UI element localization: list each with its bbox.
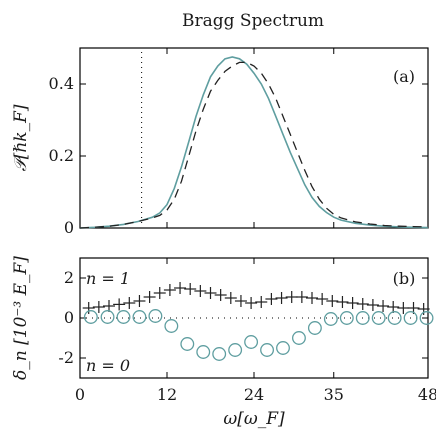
n1-plus-marker [92,301,105,313]
legend-n0-label: n = 0 [86,356,130,375]
panel-a-ytick-label: 0.4 [49,74,74,93]
panel-b-xtick-label: 24 [244,385,264,404]
n1-plus-marker [316,293,329,305]
n0-circle-marker [180,337,195,351]
n1-plus-marker [285,291,298,303]
n0-circle-marker [83,310,98,324]
n0-circle-marker [244,335,259,349]
n0-circle-marker [355,311,370,325]
panel-b-ylabel: δ_n [10⁻³ E_F] [11,256,31,380]
panel-b-ytick-label: 0 [64,308,74,327]
n0-circle-marker [132,310,147,324]
n1-plus-marker [143,291,156,303]
n1-plus-marker [234,295,247,307]
n0-circle-marker [148,309,163,323]
panel-b-xtick-label: 12 [157,385,177,404]
panel-b-ytick-label: 2 [64,268,74,287]
panel-b-xtick-label: 0 [75,385,85,404]
n1-plus-marker [153,287,166,299]
n0-circle-marker [276,341,290,355]
n0-circle-marker [100,310,115,324]
panel-b-xtick-label: 48 [418,385,436,404]
panel-b-xlabel: ω[ω_F] [223,409,285,429]
n1-plus-marker [265,293,278,305]
n0-circle-marker [371,311,386,325]
panel-b-xtick-label: 35 [324,385,344,404]
n1-plus-marker [245,297,258,309]
n1-plus-marker [366,299,379,311]
panel-b-ytick-label: -2 [58,348,74,367]
n1-plus-marker [346,297,359,309]
n0-circle-marker [292,331,306,345]
n1-plus-marker [306,292,318,304]
n0-circle-marker [196,345,211,359]
n1-plus-marker [82,302,95,314]
panel-a-frame [79,47,429,229]
n1-plus-marker [336,296,349,308]
n1-plus-marker [326,295,339,307]
legend-n1-label: n = 1 [86,269,130,288]
n0-circle-marker [116,310,131,324]
panel-a-label: (a) [393,67,415,86]
n0-circle-marker [419,311,434,325]
n1-plus-marker [133,295,146,307]
series-dashed-line [79,61,429,229]
n0-circle-marker [260,343,275,357]
n0-circle-marker [403,311,418,325]
n1-plus-marker [224,292,237,304]
panel-a-ylabel: 𝒫[ℏk_F] [11,104,31,171]
n1-plus-marker [387,301,400,313]
n0-circle-marker [212,347,227,361]
n1-plus-marker [356,298,369,310]
panel-a: 0 0.2 0.4 [49,48,429,237]
n1-plus-marker [103,300,115,312]
n0-circle-marker [323,312,338,326]
panel-b-label: (b) [393,269,416,288]
panel-a-ytick-label: 0 [64,218,74,237]
n1-plus-marker [377,300,390,312]
n1-plus-marker [163,284,176,296]
panel-a-ytick-label: 0.2 [49,146,74,165]
n0-circle-marker [339,311,354,325]
n1-plus-marker [194,285,207,297]
n1-plus-marker [275,292,288,304]
n0-circle-marker [164,319,179,333]
n0-circle-marker [307,321,322,335]
n0-circle-marker [228,343,243,357]
n1-plus-marker [204,287,217,299]
series-solid-line [79,56,429,229]
n1-plus-marker [113,298,126,311]
n0-circle-marker [387,311,402,325]
n1-plus-marker [214,289,227,301]
n1-plus-marker [295,291,308,303]
n1-plus-marker [123,297,136,309]
chart-title: Bragg Spectrum [182,11,324,31]
n1-plus-marker [174,282,187,294]
n1-plus-marker [397,302,410,314]
n1-plus-marker [184,283,197,295]
n1-plus-marker [255,296,268,308]
